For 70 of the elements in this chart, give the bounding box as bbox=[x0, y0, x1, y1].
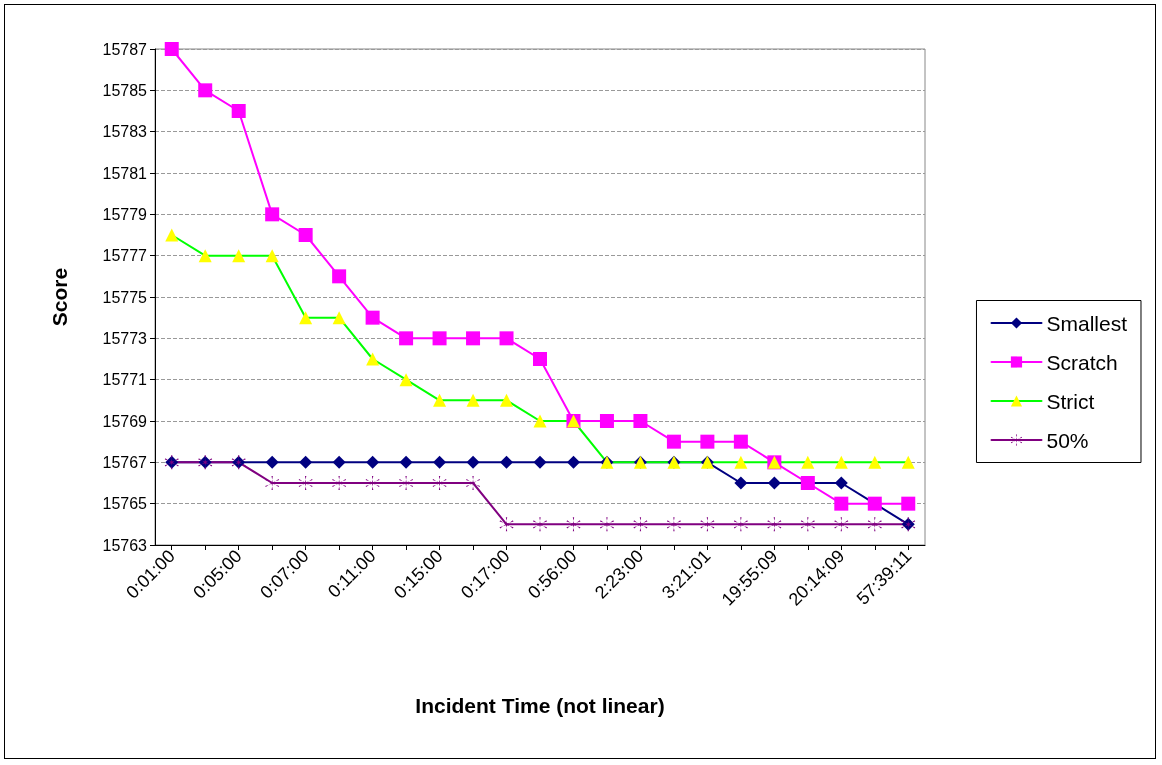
point bbox=[599, 414, 614, 428]
point bbox=[332, 476, 347, 490]
point bbox=[700, 434, 715, 449]
point bbox=[265, 476, 280, 490]
point bbox=[433, 455, 447, 469]
point bbox=[901, 496, 916, 511]
point bbox=[399, 476, 414, 490]
y-tick-label: 15785 bbox=[102, 81, 148, 99]
point bbox=[733, 434, 748, 449]
point bbox=[164, 42, 179, 56]
point bbox=[834, 476, 848, 490]
point bbox=[533, 517, 547, 532]
point bbox=[198, 83, 213, 98]
point bbox=[299, 455, 313, 469]
point bbox=[666, 517, 681, 532]
y-axis-title: Score bbox=[48, 267, 71, 327]
y-tick-label: 15771 bbox=[102, 371, 148, 389]
y-tick-label: 15781 bbox=[102, 164, 148, 182]
point bbox=[767, 476, 781, 490]
legend-label: Scratch bbox=[1046, 350, 1118, 374]
y-tick-label: 15773 bbox=[102, 329, 148, 347]
point bbox=[500, 455, 514, 469]
point bbox=[834, 496, 849, 511]
point bbox=[231, 104, 246, 118]
point bbox=[867, 517, 882, 532]
point bbox=[633, 517, 648, 532]
point bbox=[566, 517, 581, 532]
y-tick-label: 15779 bbox=[102, 205, 148, 223]
point bbox=[466, 331, 481, 346]
point bbox=[700, 517, 715, 532]
point bbox=[298, 476, 313, 490]
y-tick-label: 15775 bbox=[102, 288, 148, 306]
point bbox=[499, 331, 514, 346]
point bbox=[800, 517, 815, 532]
point bbox=[666, 434, 681, 449]
point bbox=[265, 455, 279, 469]
point bbox=[432, 476, 447, 490]
legend-label: 50% bbox=[1046, 428, 1089, 452]
y-tick-label: 15763 bbox=[102, 536, 148, 554]
point bbox=[533, 455, 547, 469]
point bbox=[599, 517, 614, 532]
point bbox=[834, 517, 849, 532]
point bbox=[298, 228, 313, 242]
point bbox=[566, 455, 580, 469]
legend-label: Strict bbox=[1046, 389, 1095, 413]
y-tick-label: 15769 bbox=[102, 412, 148, 430]
y-tick-label: 15765 bbox=[102, 495, 148, 513]
point bbox=[466, 455, 480, 469]
point bbox=[365, 310, 380, 325]
point bbox=[265, 207, 280, 222]
y-tick-label: 15767 bbox=[102, 453, 148, 471]
point bbox=[499, 517, 514, 532]
point bbox=[734, 476, 748, 490]
x-axis-title: Incident Time (not linear) bbox=[415, 694, 665, 717]
y-tick-label: 15787 bbox=[102, 40, 148, 58]
point bbox=[633, 414, 648, 428]
point bbox=[332, 269, 347, 284]
point bbox=[767, 517, 782, 532]
point bbox=[365, 476, 380, 490]
point bbox=[533, 352, 547, 366]
point bbox=[733, 517, 748, 532]
y-tick-label: 15777 bbox=[102, 247, 148, 265]
point bbox=[466, 476, 481, 490]
point bbox=[399, 331, 414, 346]
point bbox=[332, 455, 346, 469]
legend-label: Smallest bbox=[1046, 311, 1128, 335]
point bbox=[366, 455, 380, 469]
y-tick-label: 15783 bbox=[102, 123, 148, 141]
point bbox=[399, 455, 413, 469]
point bbox=[432, 331, 447, 346]
